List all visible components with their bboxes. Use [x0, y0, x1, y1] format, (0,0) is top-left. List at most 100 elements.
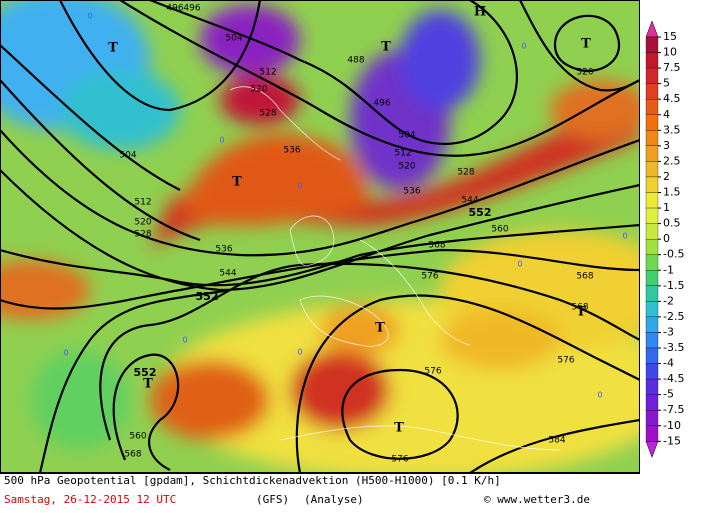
legend-swatch	[645, 332, 659, 349]
legend-tick-label: -2	[663, 294, 674, 307]
zero-label: 0	[517, 260, 522, 269]
legend-swatch	[645, 52, 659, 69]
legend-tick-label: -10	[663, 419, 681, 432]
zero-label: 0	[622, 232, 627, 241]
contour-label: 496	[373, 99, 390, 109]
contour-label: 528	[259, 109, 276, 119]
contour-label: 568	[576, 272, 593, 282]
legend-swatch	[645, 410, 659, 426]
contour-label: 536	[215, 245, 232, 255]
legend-swatch	[645, 394, 659, 411]
footer-description: 500 hPa Geopotential [gpdam], Schichtdic…	[4, 474, 501, 487]
legend-swatch	[645, 301, 659, 318]
zero-label: 0	[182, 336, 187, 345]
legend-swatch	[645, 238, 659, 255]
advection-field	[0, 0, 640, 473]
contour-label: 520	[250, 85, 267, 95]
map-frame	[0, 0, 640, 473]
legend-swatch	[645, 99, 659, 115]
legend-tick-label: 3	[663, 139, 670, 152]
contour-label: 560	[129, 432, 146, 442]
legend-tick-label: 1.5	[663, 186, 681, 199]
contour-label: 544	[219, 269, 236, 279]
legend-swatch	[645, 285, 659, 302]
contour-label: 512	[134, 198, 151, 208]
contour-label: 504	[225, 34, 242, 44]
contour-label: 552	[469, 206, 492, 219]
contour-label: 576	[424, 367, 441, 377]
legend-tick-label: 5	[663, 77, 670, 90]
map-labels: 496 496 504 488 512 520 528 536 496 504 …	[63, 4, 627, 465]
contour-label: 520	[134, 218, 151, 228]
legend-swatch	[645, 363, 659, 380]
contour-label: 584	[548, 436, 565, 446]
contour-label: 504	[398, 131, 415, 141]
legend-swatch	[645, 67, 659, 84]
isohypses	[0, 0, 640, 473]
low-center: T	[108, 41, 118, 56]
contour-label: 552	[196, 290, 219, 303]
legend-tick-label: 4.5	[663, 92, 681, 105]
low-center: T	[232, 175, 242, 190]
legend-swatch	[645, 176, 659, 193]
contour-label: 536	[283, 146, 300, 156]
footer-source: © www.wetter3.de	[484, 493, 590, 506]
low-center: T	[381, 40, 391, 55]
legend-tick-label: -3	[663, 325, 674, 338]
low-center: T	[394, 421, 404, 436]
zero-label: 0	[521, 42, 526, 51]
contour-label: 576	[421, 272, 438, 282]
legend-tick-label: -0.5	[663, 248, 684, 261]
legend-tick-label: 3.5	[663, 123, 681, 136]
legend-swatch	[645, 36, 659, 53]
legend-swatch	[645, 114, 659, 131]
contour-label: 488	[347, 56, 364, 66]
zero-label: 0	[219, 136, 224, 145]
high-center: H	[474, 5, 486, 20]
contour-label: 536	[403, 187, 420, 197]
coastlines	[229, 86, 561, 451]
legend-swatch	[645, 192, 659, 209]
legend-top-arrow	[645, 20, 659, 38]
legend-bottom-arrow	[645, 441, 659, 459]
legend-tick-label: -3.5	[663, 341, 684, 354]
contour-label: 496	[166, 4, 183, 14]
legend-swatch	[645, 145, 659, 162]
legend-tick-label: -5	[663, 388, 674, 401]
contour-label: 512	[259, 68, 276, 78]
low-center: T	[375, 321, 385, 336]
contour-label: 576	[391, 455, 408, 465]
legend-tick-label: 0	[663, 232, 670, 245]
contour-label: 504	[119, 151, 136, 161]
zero-label: 0	[297, 348, 302, 357]
legend-tick-label: 1	[663, 201, 670, 214]
contour-label: 568	[124, 450, 141, 460]
legend-tick-label: -1.5	[663, 279, 684, 292]
low-center: T	[143, 377, 153, 392]
legend-tick-label: 2.5	[663, 154, 681, 167]
footer-date: Samstag, 26-12-2015 12 UTC	[4, 493, 176, 506]
contour-label: 520	[398, 162, 415, 172]
zero-label: 0	[297, 182, 302, 191]
contour-label: 528	[457, 168, 474, 178]
zero-label: 0	[597, 391, 602, 400]
contour-label: 552	[134, 366, 157, 379]
zero-label: 0	[87, 12, 92, 21]
legend-swatch	[645, 270, 659, 286]
legend-swatch	[645, 347, 659, 364]
contour-label: 560	[491, 225, 508, 235]
legend-tick-label: -15	[663, 434, 681, 447]
legend-tick-label: -4.5	[663, 372, 684, 385]
legend-tick-label: -7.5	[663, 403, 684, 416]
contour-label: 576	[557, 356, 574, 366]
legend-swatch	[645, 316, 659, 333]
color-legend: 15 10 7.5 5 4.5 4 3.5 3 2.5 2 1.5 1 0.5 0 -0.5 -1 -1.5 -2…	[645, 20, 684, 459]
contour-label: 568	[571, 303, 588, 313]
low-center: T	[581, 37, 591, 52]
zero-label: 0	[63, 349, 68, 358]
legend-tick-label: -1	[663, 263, 674, 276]
contour-label: 528	[134, 230, 151, 240]
legend-tick-label: -2.5	[663, 310, 684, 323]
